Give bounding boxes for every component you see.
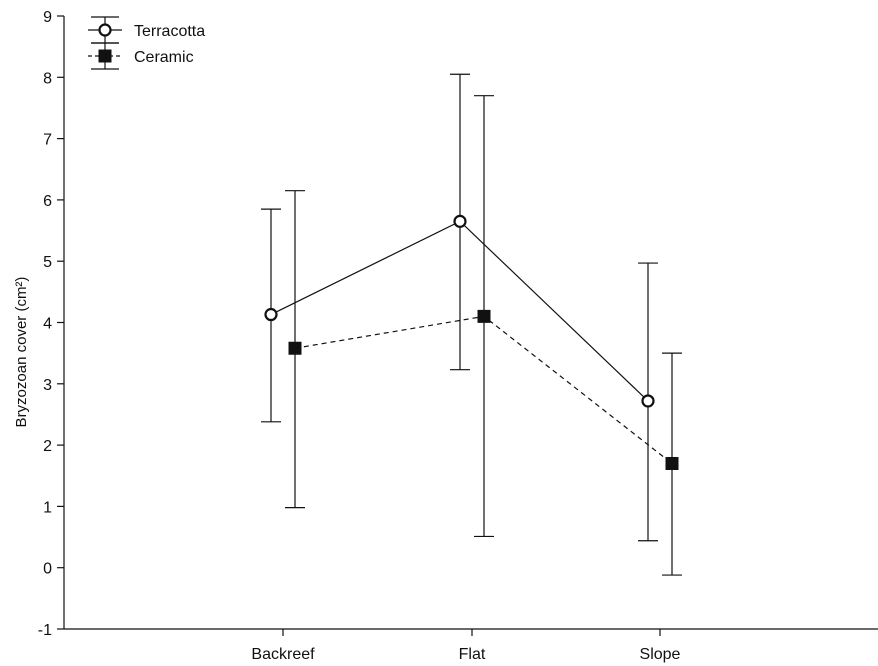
data-point-ceramic xyxy=(477,309,491,323)
data-point-terracotta xyxy=(453,214,467,228)
x-tick-label-flat: Flat xyxy=(459,646,486,663)
legend-label-terracotta: Terracotta xyxy=(134,23,205,40)
y-tick-label: 4 xyxy=(43,316,52,333)
axes xyxy=(63,16,878,630)
x-ticks: Backreef Flat Slope xyxy=(251,629,681,663)
legend: Terracotta Ceramic xyxy=(88,16,205,70)
y-tick-label: -1 xyxy=(38,622,52,639)
legend-marker-ceramic xyxy=(98,49,112,63)
y-axis-label: Bryzozoan cover (cm²) xyxy=(13,277,30,428)
series-ceramic xyxy=(285,95,682,576)
y-tick-label: 3 xyxy=(43,377,52,394)
y-tick-label: 5 xyxy=(43,254,52,271)
legend-item-terracotta: Terracotta xyxy=(88,16,205,44)
y-tick-label: 6 xyxy=(43,193,52,210)
data-point-terracotta xyxy=(641,394,655,408)
x-tick-label-slope: Slope xyxy=(640,646,681,663)
series-layer xyxy=(261,73,682,576)
legend-marker-terracotta xyxy=(98,23,112,37)
y-tick-label: 7 xyxy=(43,132,52,149)
data-point-ceramic xyxy=(288,341,302,355)
y-tick-label: 0 xyxy=(43,561,52,578)
data-point-ceramic xyxy=(665,456,679,470)
data-point-terracotta xyxy=(264,307,278,322)
y-tick-label: 9 xyxy=(43,9,52,26)
legend-label-ceramic: Ceramic xyxy=(134,49,194,66)
y-tick-label: 8 xyxy=(43,70,52,87)
y-tick-label: 2 xyxy=(43,438,52,455)
x-tick-label-backreef: Backreef xyxy=(251,646,315,663)
y-tick-label: 1 xyxy=(43,499,52,516)
series-terracotta xyxy=(261,73,658,542)
legend-item-ceramic: Ceramic xyxy=(88,42,194,70)
y-ticks: -1 0 1 2 3 4 5 6 7 8 9 xyxy=(38,9,64,639)
